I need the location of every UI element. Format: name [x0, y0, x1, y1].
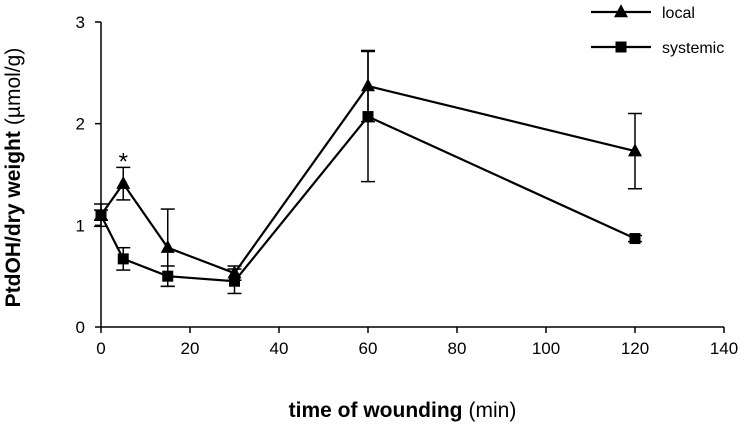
series-layer	[94, 49, 642, 295]
y-axis-title: PtdOH/dry weight (µmol/g)	[2, 48, 25, 308]
x-axis-title-main: time of wounding	[289, 399, 463, 422]
legend-item-local: local	[591, 4, 695, 22]
legend-label: local	[662, 5, 695, 22]
x-tick-label: 0	[96, 339, 105, 358]
x-tick-label: 100	[532, 339, 560, 358]
y-axis-title-main: PtdOH/dry weight	[2, 131, 25, 307]
x-tick-label: 140	[710, 339, 738, 358]
annotations: *	[119, 148, 128, 175]
series-line-systemic	[100, 115, 636, 283]
x-tick-label: 60	[359, 339, 378, 358]
data-point-systemic	[117, 253, 129, 265]
y-tick-label: 3	[76, 13, 85, 32]
legend-marker	[615, 41, 627, 53]
x-axis-title-unit: (min)	[468, 399, 516, 422]
x-tick-label: 80	[448, 339, 467, 358]
series-systemic	[94, 50, 642, 295]
legend-label: systemic	[662, 40, 724, 57]
x-tick-label: 120	[621, 339, 649, 358]
legend-item-systemic: systemic	[591, 40, 724, 57]
x-tick-label: 40	[270, 339, 289, 358]
data-point-local	[628, 143, 642, 157]
significance-asterisk: *	[119, 148, 128, 175]
y-tick-label: 2	[76, 115, 85, 134]
legend: local systemic	[591, 4, 724, 57]
legend-marker	[614, 4, 628, 18]
data-point-systemic	[629, 233, 641, 245]
data-point-systemic	[229, 275, 240, 287]
tick-labels: 0 20 40 60 80 100 120 140 0 1 2 3	[76, 13, 739, 358]
axes	[95, 21, 725, 333]
x-axis-title: time of wounding (min)	[289, 399, 517, 422]
x-tick-label: 20	[181, 339, 200, 358]
y-tick-label: 1	[76, 216, 85, 235]
data-point-systemic	[362, 111, 374, 123]
y-axis-title-unit: (µmol/g)	[2, 48, 25, 125]
series-line-local	[100, 84, 636, 275]
data-point-local	[116, 175, 131, 189]
data-point-local	[160, 239, 175, 253]
data-point-systemic	[95, 209, 107, 221]
data-point-systemic	[162, 270, 174, 282]
y-tick-label: 0	[76, 318, 85, 337]
